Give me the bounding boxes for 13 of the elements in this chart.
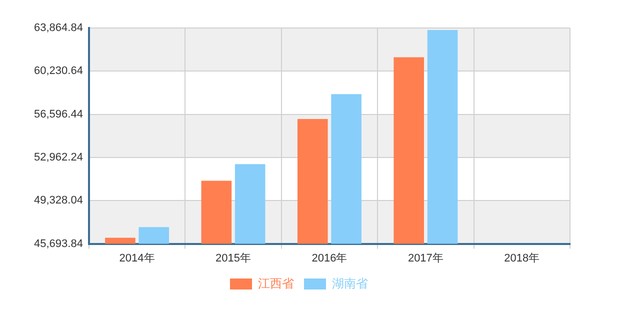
y-tick-label: 45,693.84: [34, 238, 83, 250]
y-tick-label: 52,962.24: [34, 152, 83, 164]
y-tick-label: 60,230.64: [34, 65, 83, 78]
x-tick-label: 2017年: [408, 252, 444, 264]
x-tick-label: 2015年: [216, 252, 251, 264]
y-tick-label: 49,328.04: [34, 194, 83, 207]
y-tick-label: 63,864.84: [34, 22, 83, 34]
x-tick-label: 2016年: [312, 252, 348, 264]
legend-label: 湖南省: [332, 276, 368, 290]
x-tick-label: 2018年: [504, 252, 540, 264]
x-tick-label: 2014年: [119, 252, 155, 264]
legend-label: 江西省: [258, 276, 294, 290]
y-tick-label: 56,596.44: [34, 108, 83, 120]
